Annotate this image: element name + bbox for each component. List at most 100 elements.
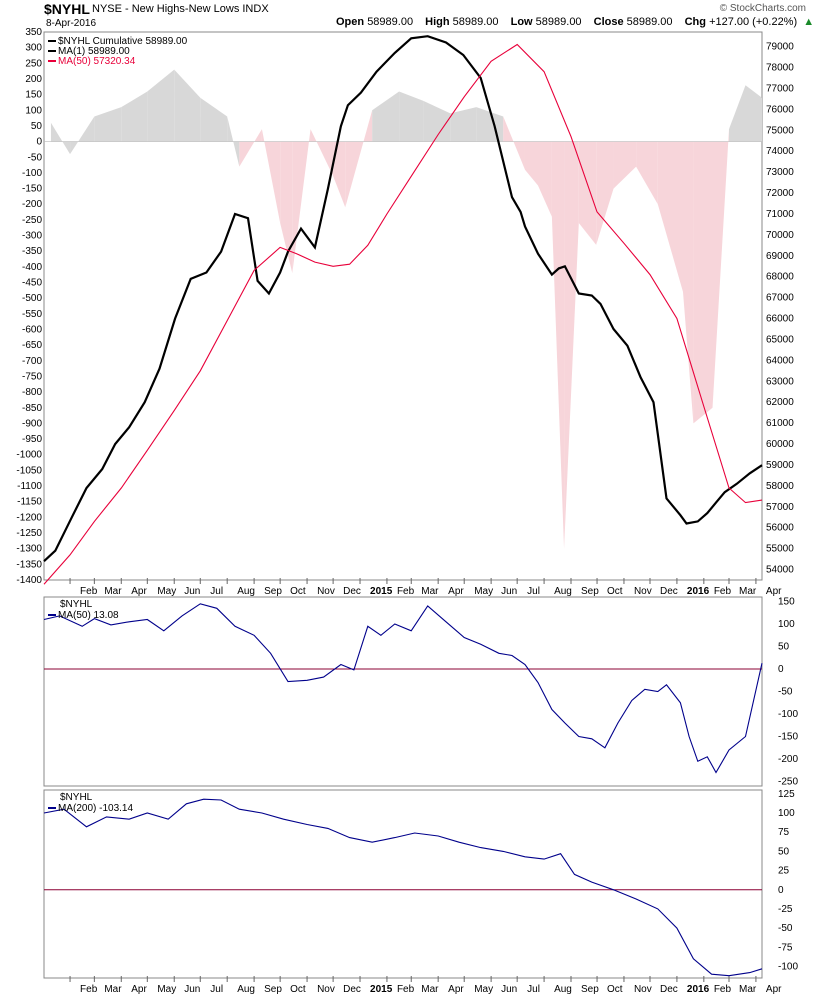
y-tick: -150: [778, 732, 798, 743]
right-y-tick: 63000: [766, 376, 794, 387]
right-y-tick: 71000: [766, 209, 794, 220]
right-y-tick: 69000: [766, 251, 794, 262]
left-y-tick: -750: [22, 371, 42, 382]
left-y-tick: -200: [22, 199, 42, 210]
y-tick: -75: [778, 942, 793, 953]
left-y-tick: -400: [22, 262, 42, 273]
left-y-tick: -900: [22, 418, 42, 429]
high-value: 58989.00: [452, 16, 499, 28]
open-value: 58989.00: [367, 16, 414, 28]
left-y-tick: -100: [22, 168, 42, 179]
cumulative-line: [43, 35, 763, 563]
right-y-tick: 60000: [766, 439, 794, 450]
left-y-tick: 250: [25, 58, 42, 69]
x-tick-label: 2016: [687, 984, 710, 995]
x-tick-label: Dec: [660, 586, 678, 597]
right-y-tick: 79000: [766, 42, 794, 53]
x-tick-label: Jun: [501, 586, 517, 597]
left-y-tick: -1050: [16, 465, 42, 476]
x-tick-label: Sep: [264, 984, 282, 995]
y-tick: 100: [778, 619, 795, 630]
x-tick-label: Nov: [317, 586, 335, 597]
open-label: Open: [336, 16, 365, 28]
right-y-tick: 58000: [766, 481, 794, 492]
left-y-tick: -500: [22, 293, 42, 304]
x-tick-label: Sep: [581, 984, 599, 995]
right-y-tick: 55000: [766, 544, 794, 555]
right-y-tick: 57000: [766, 502, 794, 513]
hist-bar: [551, 141, 565, 549]
x-tick-label: Mar: [739, 586, 757, 597]
x-tick-label: Dec: [343, 984, 361, 995]
right-y-tick: 67000: [766, 293, 794, 304]
x-tick-label: Mar: [421, 984, 439, 995]
hist-bar: [399, 91, 424, 142]
y-tick: 50: [778, 846, 790, 857]
left-y-tick: -1100: [17, 481, 42, 492]
left-y-tick: -650: [22, 340, 42, 351]
right-y-tick: 64000: [766, 355, 794, 366]
x-tick-label: Apr: [766, 586, 782, 597]
left-y-tick: -1150: [17, 497, 42, 508]
right-y-tick: 76000: [766, 104, 794, 115]
left-y-tick: -50: [28, 152, 43, 163]
left-y-tick: -800: [22, 387, 42, 398]
left-y-tick: -550: [22, 309, 42, 320]
hist-bar: [450, 107, 477, 142]
close-label: Close: [593, 16, 624, 28]
x-tick-label: Jul: [527, 586, 540, 597]
x-tick-label: Nov: [634, 984, 652, 995]
symbol-title: $NYHL: [44, 1, 90, 17]
legend-entry: MA(50) 13.08: [58, 610, 119, 621]
y-tick: -100: [778, 709, 798, 720]
chg-label: Chg: [684, 16, 706, 28]
hist-bar: [200, 97, 228, 142]
x-tick-label: Aug: [554, 586, 572, 597]
y-tick: -250: [778, 777, 798, 788]
right-y-tick: 74000: [766, 146, 794, 157]
hist-bar: [564, 141, 579, 549]
panel-title: $NYHL: [60, 599, 93, 610]
panel-frame-3: [43, 789, 763, 979]
right-y-tick: 70000: [766, 230, 794, 241]
x-tick-label: Nov: [317, 984, 335, 995]
hist-bar: [94, 107, 122, 142]
right-y-tick: 54000: [766, 565, 794, 576]
x-tick-label: Feb: [397, 984, 415, 995]
hist-bar: [310, 129, 334, 177]
y-tick: 0: [778, 885, 784, 896]
x-tick-label: Jun: [184, 984, 200, 995]
y-tick: -100: [778, 961, 798, 972]
x-tick-label: Jun: [501, 984, 517, 995]
hist-bar: [333, 141, 346, 208]
legend-entry: MA(200) -103.14: [58, 803, 133, 814]
hist-bar: [174, 69, 201, 142]
right-y-tick: 77000: [766, 83, 794, 94]
hist-bar: [292, 129, 311, 274]
panel-title: $NYHL: [60, 792, 93, 803]
x-tick-label: Apr: [131, 984, 147, 995]
left-y-tick: 300: [25, 43, 42, 54]
x-tick-label: Oct: [607, 586, 623, 597]
hist-bar: [50, 122, 71, 155]
x-tick-label: Apr: [131, 586, 147, 597]
chart-header: $NYHL NYSE - New Highs-New Lows INDX 8-A…: [0, 0, 820, 32]
x-tick-label: Feb: [80, 586, 98, 597]
hist-bar: [372, 91, 400, 142]
legend-entry: MA(50) 57320.34: [58, 56, 136, 67]
right-y-tick: 72000: [766, 188, 794, 199]
x-tick-label: Jul: [210, 984, 223, 995]
ma50-line: [43, 43, 763, 585]
chart-date: 8-Apr-2016: [46, 18, 97, 29]
x-tick-label: Oct: [290, 586, 306, 597]
x-tick-label: Nov: [634, 586, 652, 597]
panel-frame-2: [43, 596, 763, 787]
left-y-tick: -1200: [16, 512, 42, 523]
left-y-tick: -300: [22, 231, 42, 242]
x-tick-label: Mar: [104, 586, 122, 597]
hist-bar: [503, 116, 525, 170]
hist-bar: [613, 141, 637, 189]
high-label: High: [425, 16, 450, 28]
y-tick: 150: [778, 597, 795, 608]
